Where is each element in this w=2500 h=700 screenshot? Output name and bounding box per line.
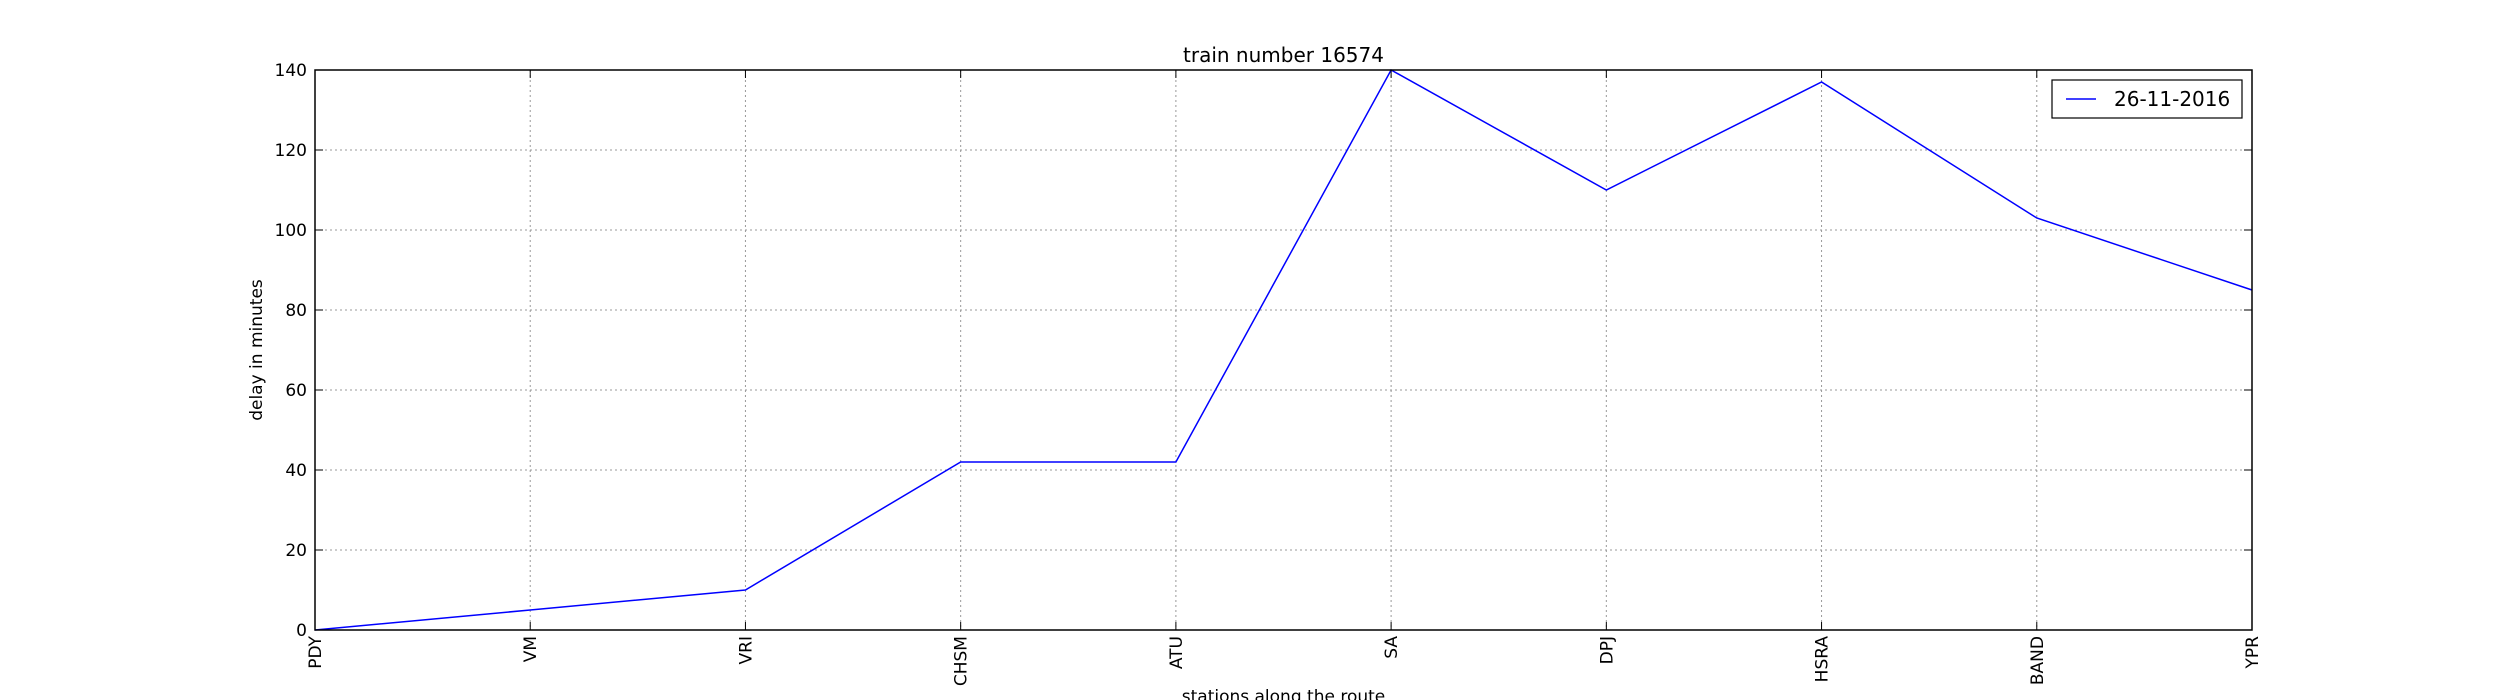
x-tick-label: BAND <box>2028 636 2048 685</box>
y-tick-label: 20 <box>285 541 307 561</box>
legend: 26-11-2016 <box>2051 79 2243 119</box>
x-tick-label: VRI <box>736 636 756 664</box>
legend-box <box>2051 79 2243 119</box>
x-tick-label: VM <box>521 636 541 662</box>
x-tick-label: HSRA <box>1813 636 1833 683</box>
x-tick-label: CHSM <box>952 636 972 686</box>
y-tick-label: 0 <box>296 621 307 641</box>
y-tick-label: 40 <box>285 461 307 481</box>
series-line-26-11-2016 <box>314 68 2253 631</box>
y-tick-label: 60 <box>285 381 307 401</box>
y-tick-label: 140 <box>275 61 307 81</box>
x-axis-ticks: PDY VM VRI CHSM ATU SA DPJ HSRA BAND YPR <box>306 70 2263 686</box>
grid-lines <box>315 70 2252 630</box>
x-tick-label: ATU <box>1167 636 1187 669</box>
y-axis-ticks: 0 20 40 60 80 100 120 140 <box>275 61 2252 641</box>
x-axis-title: stations along the route <box>1182 687 1386 700</box>
plot-frame <box>314 69 2253 631</box>
x-tick-label: DPJ <box>1597 636 1617 664</box>
legend-label: 26-11-2016 <box>2114 87 2230 111</box>
chart-title: train number 16574 <box>1183 43 1384 67</box>
x-tick-label: PDY <box>306 635 326 668</box>
x-tick-label: YPR <box>2243 636 2263 670</box>
y-axis-title: delay in minutes <box>247 279 267 421</box>
y-tick-label: 80 <box>285 301 307 321</box>
x-tick-label: SA <box>1382 636 1402 659</box>
y-tick-label: 120 <box>275 141 307 161</box>
y-tick-label: 100 <box>275 221 307 241</box>
